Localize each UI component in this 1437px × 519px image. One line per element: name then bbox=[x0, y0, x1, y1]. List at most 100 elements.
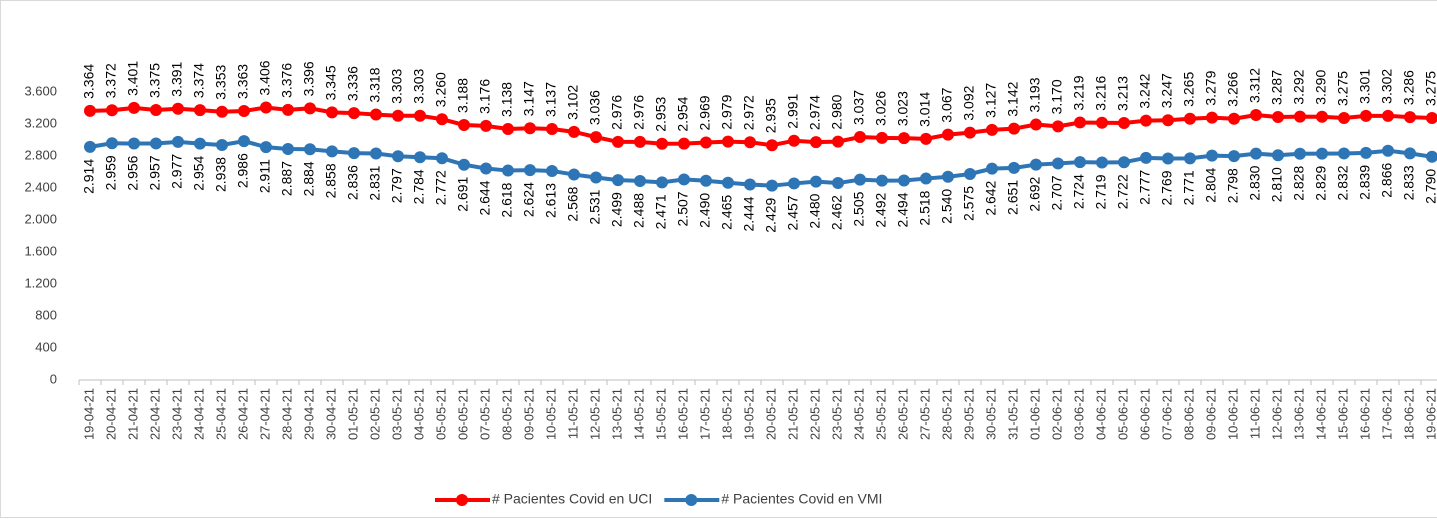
point bbox=[436, 113, 448, 126]
point bbox=[304, 143, 316, 156]
point bbox=[282, 103, 294, 116]
x-tick-label: 07-05-21 bbox=[477, 388, 492, 440]
point bbox=[986, 123, 998, 136]
data-label: 2.828 bbox=[1291, 166, 1307, 201]
point bbox=[1052, 157, 1064, 170]
point bbox=[1206, 149, 1218, 162]
x-tick-label: 24-05-21 bbox=[851, 388, 866, 440]
point bbox=[1338, 112, 1350, 124]
x-tick-label: 19-06-21 bbox=[1423, 388, 1437, 440]
point bbox=[568, 168, 580, 181]
data-label: 2.777 bbox=[1137, 170, 1153, 205]
point bbox=[612, 174, 624, 187]
point bbox=[722, 135, 734, 148]
point bbox=[480, 119, 492, 132]
data-label: 2.651 bbox=[1005, 180, 1021, 215]
point bbox=[1382, 144, 1394, 157]
data-label: 2.531 bbox=[587, 189, 603, 224]
point bbox=[1030, 118, 1042, 131]
data-label: 2.935 bbox=[763, 98, 779, 133]
x-tick-label: 25-05-21 bbox=[873, 388, 888, 440]
data-label: 2.972 bbox=[741, 95, 757, 130]
data-label: 3.142 bbox=[1005, 81, 1021, 116]
data-label: 2.832 bbox=[1335, 165, 1351, 200]
data-label: 2.642 bbox=[983, 180, 999, 215]
point bbox=[810, 175, 822, 188]
x-tick-label: 08-06-21 bbox=[1181, 388, 1196, 440]
data-label: 3.036 bbox=[587, 90, 603, 125]
x-tick-label: 26-05-21 bbox=[895, 388, 910, 440]
x-tick-label: 11-06-21 bbox=[1247, 388, 1262, 439]
point bbox=[854, 173, 866, 186]
y-tick-label: 2.400 bbox=[24, 179, 57, 194]
point bbox=[656, 176, 668, 189]
x-tick-label: 31-05-21 bbox=[1005, 388, 1020, 440]
point bbox=[656, 137, 668, 150]
data-label: 2.644 bbox=[477, 180, 493, 215]
point bbox=[348, 147, 360, 160]
data-label: 3.102 bbox=[565, 85, 581, 120]
point bbox=[370, 108, 382, 121]
point bbox=[722, 176, 734, 189]
y-tick-label: 800 bbox=[35, 307, 57, 322]
x-tick-label: 04-05-21 bbox=[411, 388, 426, 440]
data-label: 2.969 bbox=[697, 95, 713, 130]
x-tick-label: 21-05-21 bbox=[785, 388, 800, 440]
point bbox=[788, 177, 800, 190]
point bbox=[480, 162, 492, 175]
point bbox=[1294, 110, 1306, 123]
x-tick-label: 01-06-21 bbox=[1027, 388, 1042, 440]
x-tick-label: 18-05-21 bbox=[719, 388, 734, 440]
point bbox=[876, 174, 888, 187]
point bbox=[1140, 151, 1152, 164]
y-tick-label: 3.600 bbox=[24, 83, 57, 98]
y-tick-label: 1.200 bbox=[24, 275, 57, 290]
y-tick-label: 2.800 bbox=[24, 147, 57, 162]
point bbox=[304, 102, 316, 115]
point bbox=[986, 162, 998, 175]
data-label: 3.353 bbox=[213, 65, 229, 100]
x-tick-label: 01-05-21 bbox=[345, 388, 360, 440]
x-tick-label: 05-06-21 bbox=[1115, 388, 1130, 440]
point bbox=[590, 171, 602, 184]
data-label: 3.176 bbox=[477, 79, 493, 114]
point bbox=[524, 122, 536, 135]
data-label: 2.833 bbox=[1401, 165, 1417, 200]
x-tick-label: 19-04-21 bbox=[81, 388, 96, 440]
data-label: 2.831 bbox=[367, 165, 383, 200]
data-label: 2.954 bbox=[675, 96, 691, 131]
data-label: 2.957 bbox=[147, 155, 163, 190]
x-tick-label: 07-06-21 bbox=[1159, 388, 1174, 440]
point bbox=[150, 137, 162, 150]
x-tick-label: 30-04-21 bbox=[323, 388, 338, 440]
x-tick-label: 06-05-21 bbox=[455, 388, 470, 440]
data-label: 2.471 bbox=[653, 194, 669, 229]
x-tick-label: 24-04-21 bbox=[191, 388, 206, 440]
point bbox=[1030, 158, 1042, 171]
data-label: 2.618 bbox=[499, 182, 515, 217]
data-label: 3.219 bbox=[1071, 75, 1087, 110]
data-label: 2.858 bbox=[323, 163, 339, 198]
y-tick-label: 1.600 bbox=[24, 243, 57, 258]
data-label: 2.798 bbox=[1225, 168, 1241, 203]
data-label: 3.345 bbox=[323, 65, 339, 100]
data-label: 2.707 bbox=[1049, 175, 1065, 210]
data-label: 2.507 bbox=[675, 191, 691, 226]
x-tick-label: 12-05-21 bbox=[587, 388, 602, 440]
y-tick-label: 2.000 bbox=[24, 211, 57, 226]
data-label: 2.494 bbox=[895, 192, 911, 227]
point bbox=[106, 104, 118, 117]
data-label: 2.938 bbox=[213, 157, 229, 192]
data-label: 2.804 bbox=[1203, 167, 1219, 202]
data-label: 3.279 bbox=[1203, 70, 1219, 105]
data-label: 2.829 bbox=[1313, 165, 1329, 200]
data-label: 3.170 bbox=[1049, 79, 1065, 114]
point bbox=[216, 138, 228, 151]
data-label: 3.375 bbox=[147, 63, 163, 98]
legend-marker bbox=[685, 494, 698, 506]
data-label: 2.771 bbox=[1181, 170, 1197, 205]
data-label: 2.979 bbox=[719, 94, 735, 129]
x-tick-label: 10-05-21 bbox=[543, 388, 558, 440]
point bbox=[392, 150, 404, 163]
data-label: 3.275 bbox=[1335, 71, 1351, 106]
